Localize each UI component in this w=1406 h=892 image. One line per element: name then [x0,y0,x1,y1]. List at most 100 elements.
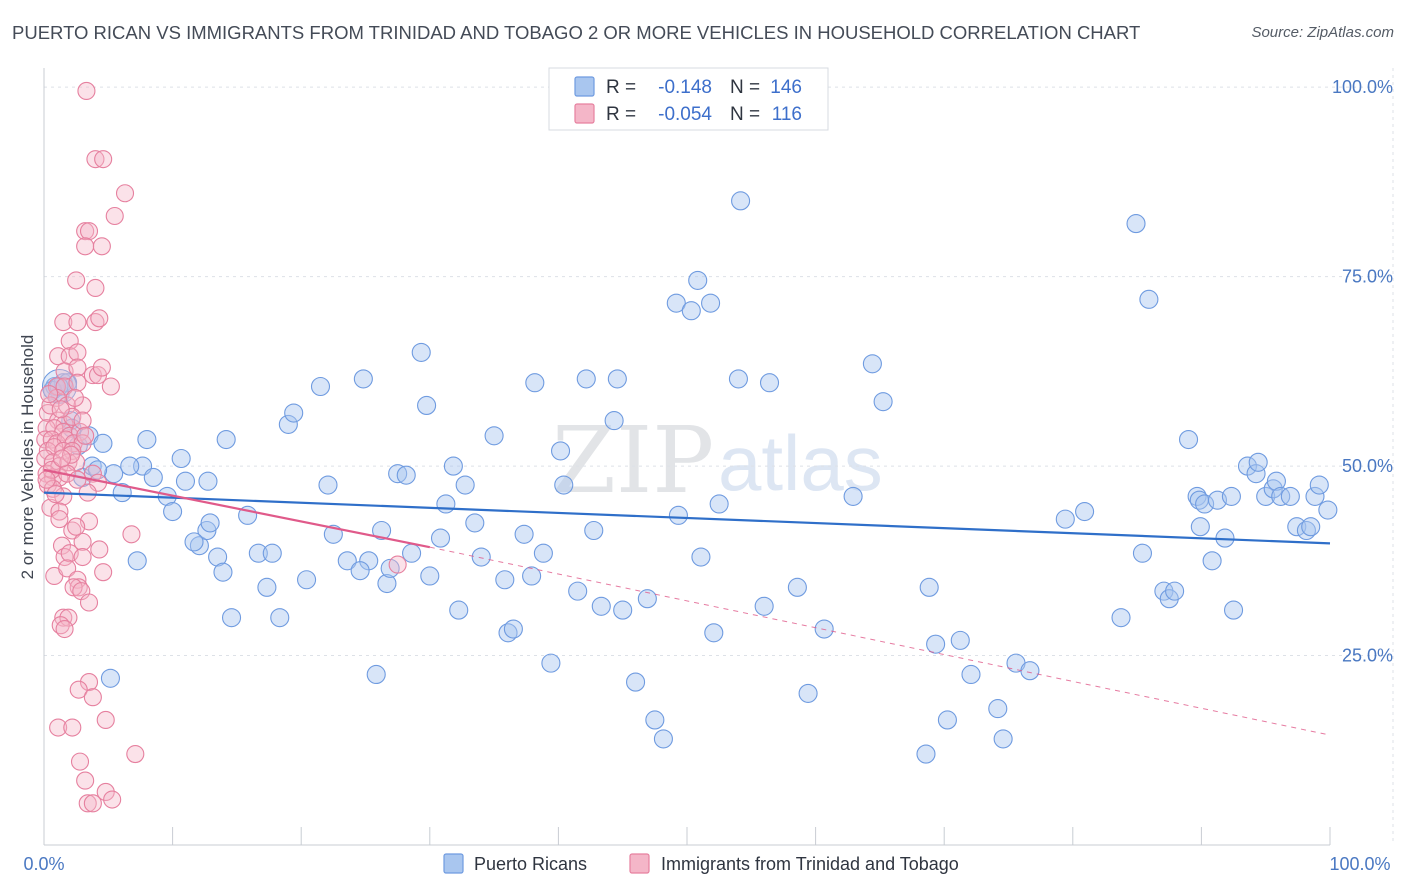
puerto-rican-point [184,532,204,552]
puerto-rican-point [591,596,611,616]
trinidad-tobago-point [83,794,102,813]
puerto-rican-point [1224,600,1244,620]
trendline-trinidad-tobago-extension [429,546,1331,736]
puerto-rican-point [1271,486,1291,506]
puerto-rican-point [568,581,588,601]
bottom-legend: Puerto Ricans Immigrants from Trinidad a… [443,853,959,874]
trinidad-tobago-point [90,540,109,559]
puerto-rican-point [270,608,290,628]
trinidad-tobago-point [50,502,69,521]
trinidad-tobago-point [77,81,96,100]
puerto-rican-point [257,577,277,597]
puerto-rican-point [937,710,957,730]
trinidad-tobago-point [52,449,72,468]
y-tick-label: 25.0% [1342,646,1393,666]
puerto-rican-point [533,543,553,563]
puerto-rican-point [216,430,236,450]
puerto-rican-point [668,505,688,525]
puerto-rican-point [731,191,751,211]
trinidad-tobago-point [79,222,99,241]
puerto-rican-point [1075,501,1095,522]
puerto-rican-point [1178,430,1199,450]
puerto-rican-point [514,524,534,544]
trinidad-tobago-point [42,460,61,479]
puerto-rican-point [1111,608,1131,628]
puerto-rican-point [873,392,893,412]
legend-n-value-1: 146 [770,77,802,98]
puerto-rican-point [503,619,523,639]
x-tick-label: 100.0% [1329,854,1390,874]
puerto-rican-point [449,600,469,620]
puerto-rican-point [522,566,542,586]
puerto-rican-point [1190,517,1210,537]
puerto-rican-point [576,369,596,389]
legend-n-label-2: N = [730,104,760,125]
trinidad-tobago-point [61,445,81,464]
puerto-rican-point [443,456,463,476]
puerto-rican-point [653,729,673,749]
puerto-rican-point [626,672,646,692]
puerto-rican-point [350,561,370,581]
watermark: ZIP atlas [552,407,883,514]
legend-swatch-pink [574,103,595,124]
puerto-rican-point [1202,551,1222,571]
trinidad-tobago-point [103,790,122,809]
puerto-rican-point [189,536,209,556]
trinidad-tobago-point [76,426,95,445]
axes [43,68,1331,846]
puerto-rican-point [961,664,981,685]
puerto-rican-point [430,528,451,548]
trinidad-tobago-point [37,470,56,489]
y-tick-label: 100.0% [1332,77,1393,97]
puerto-rican-point [112,483,132,503]
source-label: Source: ZipAtlas.com [1251,24,1394,41]
trinidad-tobago-point [50,510,69,529]
puerto-rican-point [262,543,282,563]
puerto-rican-point [498,623,518,643]
puerto-rican-point [200,513,220,533]
trinidad-tobago-point [96,782,115,802]
trinidad-tobago-point [40,385,59,404]
puerto-rican-point [353,369,373,389]
puerto-rican-point [1318,500,1338,520]
y-tick-labels: 25.0% 50.0% 75.0% 100.0% [1332,77,1393,665]
trinidad-tobago-point [67,517,86,536]
puerto-rican-point [471,547,491,567]
trinidad-tobago-point [65,388,84,407]
puerto-rican-point [688,270,708,290]
x-tick-label: 0.0% [23,854,64,874]
puerto-rican-point [798,683,818,703]
watermark-zip: ZIP [552,407,714,514]
chart-title: PUERTO RICAN VS IMMIGRANTS FROM TRINIDAD… [12,22,1141,43]
puerto-rican-point [297,570,317,590]
puerto-rican-point [916,744,936,764]
trinidad-tobago-point [76,222,95,241]
puerto-rican-point [411,342,431,362]
trinidad-tobago-point [55,415,74,434]
puerto-rican-point [607,369,627,389]
trinidad-tobago-point [126,745,145,764]
trinidad-tobago-point [67,271,86,290]
trinidad-tobago-point [78,794,97,813]
y-axis-label: 2 or more Vehicles in Household [18,335,37,580]
puerto-rican-point [213,562,233,582]
puerto-rican-point [1132,543,1153,563]
puerto-rican-point [1195,494,1215,514]
trinidad-tobago-point [68,470,87,489]
puerto-rican-point [171,448,191,469]
puerto-rican-point [1280,486,1300,506]
puerto-rican-point [993,729,1013,749]
puerto-rican-point [1287,517,1307,537]
trinidad-tobago-point [122,525,141,544]
puerto-rican-point [691,547,711,567]
puerto-rican-point [754,596,774,616]
puerto-rican-point [455,475,475,495]
puerto-rican-point [709,494,729,514]
trinidad-tobago-point [92,358,111,377]
trinidad-tobago-point [69,680,88,699]
puerto-rican-point [278,414,298,434]
trinidad-tobago-point [55,619,74,639]
trinidad-tobago-point [51,400,70,419]
puerto-rican-point [100,668,120,688]
